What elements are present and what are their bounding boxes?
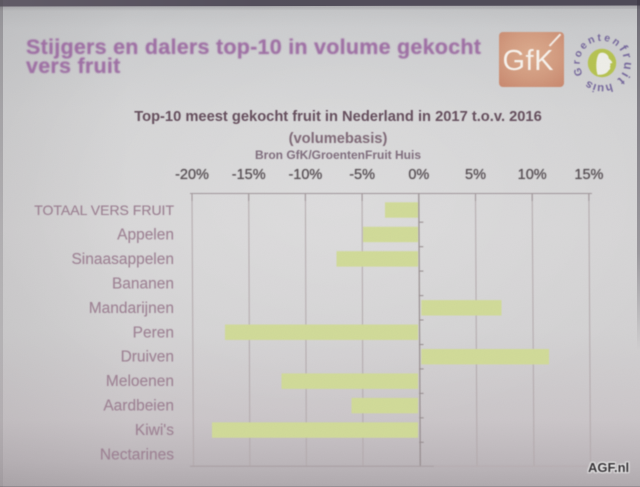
svg-text:-5%: -5% xyxy=(349,167,375,183)
svg-text:Aardbeien: Aardbeien xyxy=(103,398,174,415)
svg-text:Druiven: Druiven xyxy=(121,349,174,366)
svg-text:5%: 5% xyxy=(465,167,486,183)
svg-text:Bananen: Bananen xyxy=(112,275,174,292)
svg-text:Appelen: Appelen xyxy=(117,227,174,244)
svg-text:TOTAAL VERS FRUIT: TOTAAL VERS FRUIT xyxy=(34,202,174,218)
svg-text:Peren: Peren xyxy=(133,324,174,341)
svg-text:Meloenen: Meloenen xyxy=(106,373,174,390)
svg-text:15%: 15% xyxy=(574,167,603,183)
svg-text:Sinaasappelen: Sinaasappelen xyxy=(71,251,174,268)
svg-text:Mandarijnen: Mandarijnen xyxy=(89,300,174,317)
svg-text:GfK: GfK xyxy=(503,45,555,77)
svg-text:0%: 0% xyxy=(408,167,429,183)
svg-text:-10%: -10% xyxy=(288,167,322,183)
svg-text:huis: huis xyxy=(583,78,614,95)
svg-text:-15%: -15% xyxy=(232,167,266,183)
svg-text:Kiwi's: Kiwi's xyxy=(135,422,174,439)
svg-text:10%: 10% xyxy=(518,167,547,183)
svg-text:Nectarines: Nectarines xyxy=(100,447,174,464)
svg-text:-20%: -20% xyxy=(175,167,209,183)
